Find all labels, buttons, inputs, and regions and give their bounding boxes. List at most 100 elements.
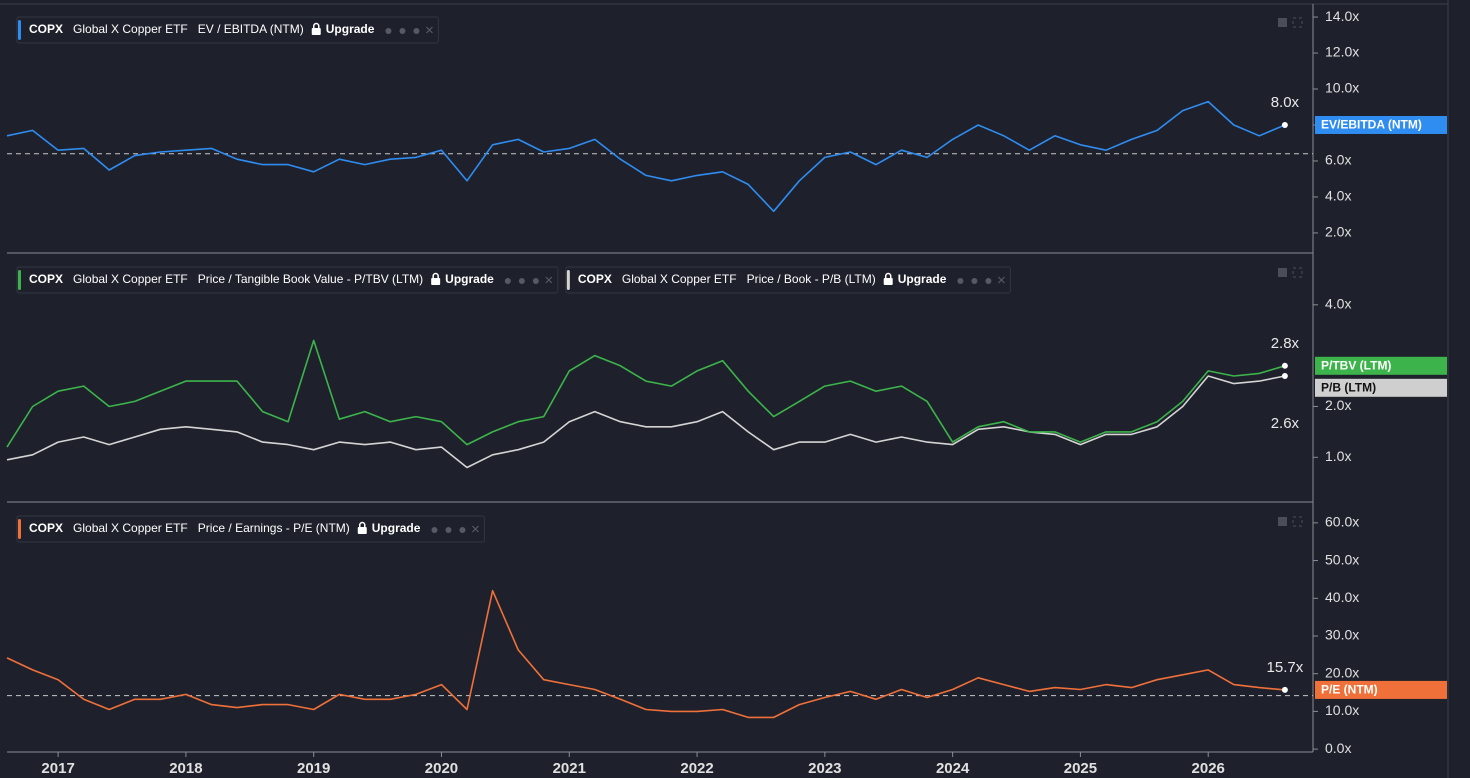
last-value-label: 2.6x: [1271, 415, 1300, 432]
tool-icon[interactable]: [413, 28, 420, 34]
tool-icon[interactable]: [431, 527, 438, 533]
legend-fund: Global X Copper ETF: [622, 272, 737, 286]
upgrade-link[interactable]: Upgrade: [326, 22, 375, 36]
legend-ticker: COPX: [29, 521, 63, 535]
series-badge-label: P/E (NTM): [1321, 683, 1378, 697]
y-tick-label: 30.0x: [1325, 627, 1359, 643]
x-tick-label: 2019: [297, 760, 330, 777]
y-tick-label: 2.0x: [1325, 224, 1351, 240]
y-tick-label: 20.0x: [1325, 664, 1359, 680]
tool-icon[interactable]: [971, 278, 978, 284]
series-badge: [1315, 680, 1447, 699]
y-tick-label: 12.0x: [1325, 44, 1359, 60]
panel-icon[interactable]: [1292, 17, 1303, 28]
legend-metric: Price / Tangible Book Value - P/TBV (LTM…: [198, 272, 423, 286]
lock-shackle: [884, 272, 892, 278]
legend-color-bar: [18, 519, 21, 539]
lock-shackle: [313, 22, 320, 28]
y-tick-label: 4.0x: [1325, 188, 1351, 204]
lock-icon: [311, 28, 321, 35]
legend-metric: Price / Book - P/B (LTM): [747, 272, 876, 286]
legend-ticker: COPX: [578, 272, 612, 286]
panel-icon[interactable]: [1278, 268, 1287, 277]
x-tick-label: 2017: [41, 760, 74, 777]
tool-icon[interactable]: [445, 527, 452, 533]
legend-ticker: COPX: [29, 272, 63, 286]
panel-icon[interactable]: [1292, 267, 1303, 278]
lock-icon: [357, 527, 367, 534]
lock-shackle: [359, 521, 366, 527]
y-tick-label: 2.0x: [1325, 397, 1351, 413]
lock-shackle: [432, 272, 439, 278]
y-tick-label: 4.0x: [1325, 296, 1351, 312]
legend-fund: Global X Copper ETF: [73, 521, 188, 535]
last-value-dot: [1281, 686, 1288, 693]
y-tick-label: 14.0x: [1325, 8, 1359, 24]
legend-color-bar: [18, 270, 21, 290]
x-tick-label: 2024: [936, 760, 970, 777]
legend-box: [16, 16, 439, 44]
panel-icon[interactable]: [1278, 18, 1287, 27]
x-tick-label: 2020: [425, 760, 458, 777]
series-badge: [1315, 115, 1447, 134]
upgrade-link[interactable]: Upgrade: [445, 272, 494, 286]
x-tick-label: 2025: [1064, 760, 1097, 777]
legend-box: [16, 266, 559, 294]
legend-header: COPX Global X Copper ETF EV / EBITDA (NTM)…: [16, 16, 439, 44]
lock-icon: [883, 278, 893, 285]
series-badge-label: EV/EBITDA (NTM): [1321, 118, 1422, 132]
x-tick-label: 2018: [169, 760, 202, 777]
last-value-label: 8.0x: [1271, 94, 1300, 111]
panel-icon[interactable]: [1292, 516, 1303, 527]
x-tick-label: 2021: [553, 760, 586, 777]
y-tick-label: 10.0x: [1325, 80, 1359, 96]
tool-icon[interactable]: [985, 278, 992, 284]
legend-header: COPX Global X Copper ETF Price / Tangible …: [16, 266, 559, 294]
series-line: [6, 339, 1286, 448]
y-tick-label: 10.0x: [1325, 702, 1359, 718]
tool-icon[interactable]: [518, 278, 525, 284]
close-icon[interactable]: [545, 276, 553, 284]
last-value-dot: [1281, 372, 1288, 379]
series-line: [6, 100, 1286, 213]
legend-box: [565, 266, 1011, 294]
tool-icon[interactable]: [459, 527, 466, 533]
tool-icon[interactable]: [957, 278, 964, 284]
last-value-label: 15.7x: [1267, 659, 1304, 676]
upgrade-link[interactable]: Upgrade: [898, 272, 947, 286]
last-value-dot: [1281, 362, 1288, 369]
y-tick-label: 6.0x: [1325, 152, 1351, 168]
x-tick-label: 2022: [680, 760, 713, 777]
last-value-dot: [1281, 121, 1288, 128]
close-icon[interactable]: [472, 525, 479, 533]
tool-icon[interactable]: [504, 278, 511, 284]
y-tick-label: 40.0x: [1325, 589, 1359, 605]
y-tick-label: 0.0x: [1325, 740, 1351, 756]
upgrade-link[interactable]: Upgrade: [372, 521, 421, 535]
legend-header: COPX Global X Copper ETF Price / Book - P/…: [565, 266, 1011, 294]
lock-icon: [431, 278, 441, 285]
last-value-label: 2.8x: [1271, 335, 1300, 352]
y-tick-label: 60.0x: [1325, 514, 1359, 530]
series-line: [6, 375, 1286, 469]
series-badge-label: P/TBV (LTM): [1321, 358, 1391, 372]
tool-icon[interactable]: [385, 28, 392, 34]
series-badge: [1315, 378, 1447, 397]
close-icon[interactable]: [426, 26, 433, 34]
legend-color-bar: [18, 20, 21, 40]
legend-fund: Global X Copper ETF: [73, 272, 188, 286]
legend-fund: Global X Copper ETF: [73, 22, 188, 36]
tool-icon[interactable]: [532, 278, 539, 284]
x-tick-label: 2023: [808, 760, 841, 777]
panel-icon[interactable]: [1278, 517, 1287, 526]
legend-metric: EV / EBITDA (NTM): [198, 22, 304, 36]
y-tick-label: 50.0x: [1325, 551, 1359, 567]
x-tick-label: 2026: [1192, 760, 1225, 777]
close-icon[interactable]: [997, 276, 1005, 284]
series-badge-label: P/B (LTM): [1321, 380, 1376, 394]
legend-box: [16, 515, 485, 543]
tool-icon[interactable]: [399, 28, 406, 34]
